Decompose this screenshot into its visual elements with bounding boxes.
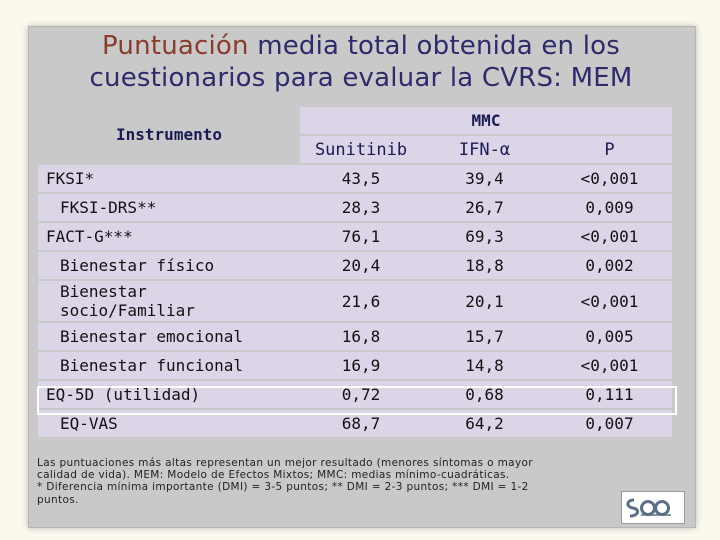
cell-sunitinib: 20,4 [300, 252, 422, 279]
cell-ifn: 39,4 [422, 165, 547, 192]
row-label-line1: Bienestar [60, 282, 147, 301]
row-label: Bienestar funcional [38, 352, 300, 379]
cell-p: <0,001 [547, 223, 672, 250]
row-label: FACT-G*** [38, 223, 300, 250]
cell-p: 0,009 [547, 194, 672, 221]
cell-ifn: 14,8 [422, 352, 547, 379]
seom-logo-icon [621, 491, 685, 524]
title-line2: cuestionarios para evaluar la CVRS: MEM [89, 63, 633, 93]
table-row: FACT-G*** 76,1 69,3 <0,001 [38, 223, 672, 250]
row-label: FKSI* [38, 165, 300, 192]
footnote-line-4: puntos. [37, 493, 79, 506]
cell-p: 0,002 [547, 252, 672, 279]
cell-sunitinib: 16,8 [300, 323, 422, 350]
table-row: FKSI-DRS** 28,3 26,7 0,009 [38, 194, 672, 221]
cell-p: 0,111 [547, 381, 672, 408]
cell-sunitinib: 21,6 [300, 281, 422, 321]
cell-p: 0,005 [547, 323, 672, 350]
footnote: Las puntuaciones más altas representan u… [37, 457, 657, 517]
cell-ifn: 15,7 [422, 323, 547, 350]
title-highlight: Puntuación [102, 31, 249, 61]
cell-ifn: 69,3 [422, 223, 547, 250]
cell-sunitinib: 68,7 [300, 410, 422, 437]
title-line1-rest: media total obtenida en los [257, 31, 620, 61]
cell-ifn: 18,8 [422, 252, 547, 279]
footnote-line-3: * Diferencia mínima importante (DMI) = 3… [37, 481, 529, 494]
cell-p: 0,007 [547, 410, 672, 437]
cell-sunitinib: 28,3 [300, 194, 422, 221]
cell-sunitinib: 16,9 [300, 352, 422, 379]
table-row: Bienestar emocional 16,8 15,7 0,005 [38, 323, 672, 350]
table-row: EQ-VAS 68,7 64,2 0,007 [38, 410, 672, 437]
mmc-header: MMC [300, 107, 672, 134]
cell-sunitinib: 76,1 [300, 223, 422, 250]
row-label: EQ-VAS [38, 410, 300, 437]
table-row: Bienestar socio/Familiar 21,6 20,1 <0,00… [38, 281, 672, 321]
cell-ifn: 0,68 [422, 381, 547, 408]
cell-p: <0,001 [547, 352, 672, 379]
col-header-ifn: IFN-α [422, 136, 547, 163]
row-label: Bienestar socio/Familiar [38, 281, 300, 321]
col-header-p: P [547, 136, 672, 163]
table-row: Bienestar físico 20,4 18,8 0,002 [38, 252, 672, 279]
table-row: FKSI* 43,5 39,4 <0,001 [38, 165, 672, 192]
row-label: Bienestar físico [38, 252, 300, 279]
col-header-sunitinib: Sunitinib [300, 136, 422, 163]
footnote-line-2: calidad de vida). MEM: Modelo de Efectos… [37, 469, 510, 482]
cell-p: <0,001 [547, 165, 672, 192]
cell-sunitinib: 0,72 [300, 381, 422, 408]
row-label: EQ-5D (utilidad) [38, 381, 300, 408]
table-row: EQ-5D (utilidad) 0,72 0,68 0,111 [38, 381, 672, 408]
cell-ifn: 20,1 [422, 281, 547, 321]
cell-sunitinib: 43,5 [300, 165, 422, 192]
row-label-line2: socio/Familiar [60, 301, 195, 320]
row-label: Bienestar emocional [38, 323, 300, 350]
seom-logo-graphic [626, 498, 671, 518]
cell-ifn: 26,7 [422, 194, 547, 221]
slide-title: Puntuación media total obtenida en los c… [28, 30, 694, 94]
results-table: Instrumento MMC Sunitinib IFN-α P FKSI* … [38, 105, 672, 439]
instrument-header: Instrumento [38, 107, 300, 163]
table-row: Bienestar funcional 16,9 14,8 <0,001 [38, 352, 672, 379]
cell-p: <0,001 [547, 281, 672, 321]
row-label: FKSI-DRS** [38, 194, 300, 221]
cell-ifn: 64,2 [422, 410, 547, 437]
footnote-line-1: Las puntuaciones más altas representan u… [37, 457, 533, 469]
